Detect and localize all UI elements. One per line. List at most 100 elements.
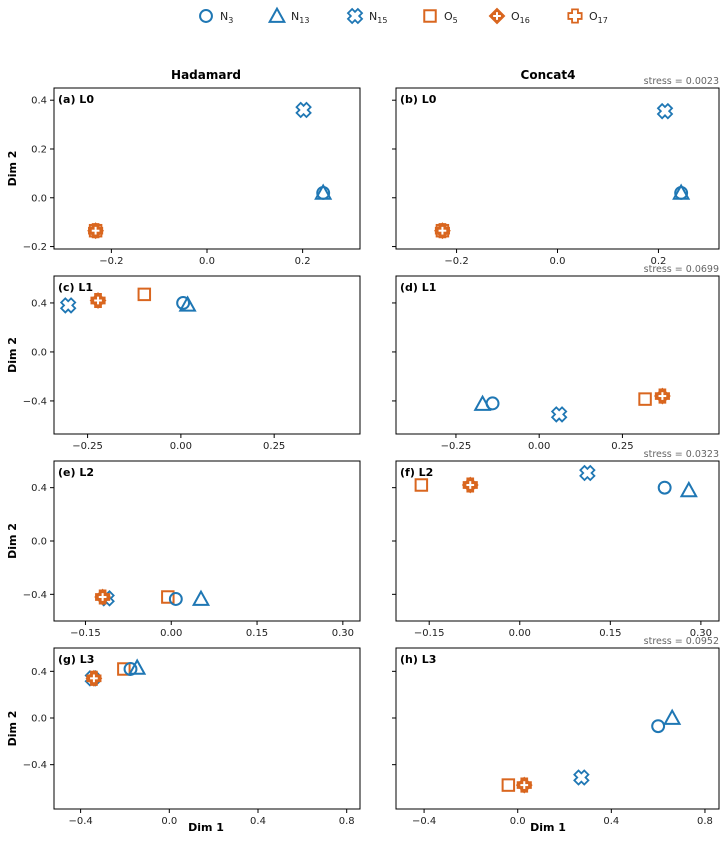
legend-item-n13: N13 xyxy=(267,6,309,25)
point-n13 xyxy=(178,295,197,312)
panel-e-l2: −0.15 0.00 0.15 0.30 −0.4 0.0 0.4 (e) L2 Dim 2 xyxy=(6,460,361,639)
y-tick-label: 0.0 xyxy=(31,347,47,358)
point-o5 xyxy=(137,287,152,302)
x-tick-label: 0.0 xyxy=(550,256,566,267)
point-o17 xyxy=(516,777,532,793)
point-o16 xyxy=(515,776,533,794)
y-tick-label: 0.0 xyxy=(31,537,47,548)
point-n15 xyxy=(295,101,312,119)
point-n15 xyxy=(573,769,590,786)
panel-label: (b) L0 xyxy=(400,93,437,106)
point-o16 xyxy=(89,292,107,309)
point-o5 xyxy=(414,478,429,492)
x-tick-label: 0.00 xyxy=(509,628,531,639)
legend-marker-diamond-icon xyxy=(488,7,506,25)
x-tick-label: −0.25 xyxy=(72,441,103,452)
x-tick-label: 0.25 xyxy=(611,441,633,452)
x-axis-title-left: Dim 1 xyxy=(188,821,224,834)
point-n13 xyxy=(191,589,211,606)
x-tick-label: 0.0 xyxy=(199,256,215,267)
point-n3 xyxy=(168,592,183,606)
x-tick-label: −0.2 xyxy=(99,256,123,267)
legend-label-o17: O17 xyxy=(589,10,608,25)
point-o17 xyxy=(95,589,111,605)
x-tick-label: 0.2 xyxy=(295,256,311,267)
panel-c-l1: −0.25 0.00 0.25 −0.4 0.0 0.4 (c) L1 Dim 2 xyxy=(6,275,361,452)
stress-label: stress = 0.0323 xyxy=(644,449,719,460)
point-o5 xyxy=(161,590,175,604)
x-tick-label: 0.0 xyxy=(510,816,526,827)
y-axis-title: Dim 2 xyxy=(6,523,19,559)
x-tick-label: 0.4 xyxy=(603,816,619,827)
stress-label: stress = 0.0699 xyxy=(644,264,719,275)
legend-label-o5: O5 xyxy=(444,10,458,25)
y-tick-label: 0.0 xyxy=(31,193,47,204)
x-tick-label: −0.25 xyxy=(441,441,472,452)
y-tick-label: 0.4 xyxy=(31,298,47,309)
x-tick-label: −0.4 xyxy=(68,816,92,827)
point-n15 xyxy=(579,464,596,482)
legend-marker-x-icon xyxy=(346,7,364,25)
y-axis-title: Dim 2 xyxy=(6,151,19,187)
point-n13 xyxy=(679,480,698,498)
point-o17 xyxy=(654,388,670,404)
legend-item-o16: O16 xyxy=(488,7,530,25)
legend-label-n15: N15 xyxy=(369,10,387,25)
point-n3 xyxy=(176,295,191,310)
x-tick-label: 0.30 xyxy=(690,628,712,639)
point-n3 xyxy=(674,185,689,200)
y-tick-label: −0.4 xyxy=(23,760,47,771)
y-tick-label: −0.4 xyxy=(23,396,47,407)
legend-marker-plus-icon xyxy=(567,8,583,24)
point-o5 xyxy=(501,778,516,792)
panel-label: (g) L3 xyxy=(58,653,94,666)
point-n15 xyxy=(656,102,674,120)
y-tick-label: 0.4 xyxy=(31,483,47,494)
stress-label: stress = 0.0023 xyxy=(644,76,719,87)
point-o17 xyxy=(90,292,106,309)
legend-item-o17: O17 xyxy=(567,8,608,25)
legend-item-n15: N15 xyxy=(346,7,387,25)
legend-marker-triangle-icon xyxy=(267,6,287,23)
x-tick-label: 0.8 xyxy=(339,816,355,827)
point-o17 xyxy=(434,223,450,239)
plot-frame xyxy=(395,647,720,810)
legend-marker-square-icon xyxy=(423,9,437,23)
point-n3 xyxy=(316,185,331,200)
y-axis-title: Dim 2 xyxy=(6,337,19,373)
x-tick-label: 0.15 xyxy=(599,628,621,639)
x-tick-label: −0.15 xyxy=(70,628,101,639)
x-tick-label: 0.2 xyxy=(650,256,666,267)
panel-label: (c) L1 xyxy=(58,281,93,294)
y-tick-label: 0.2 xyxy=(31,144,47,155)
legend-item-n3: N3 xyxy=(199,9,233,25)
x-tick-label: 0.00 xyxy=(528,441,550,452)
y-tick-label: −0.4 xyxy=(23,590,47,601)
x-tick-label: −0.4 xyxy=(412,816,436,827)
panel-f-l2: −0.15 0.00 0.15 0.30 (f) L2 stress = 0.0323 xyxy=(392,449,720,639)
point-n13 xyxy=(663,708,682,725)
legend-marker-circle-icon xyxy=(199,9,213,23)
panel-label: (a) L0 xyxy=(58,93,94,106)
y-tick-label: 0.0 xyxy=(31,714,47,725)
panel-g-l3: −0.4 0.0 0.4 0.8 −0.4 0.0 0.4 (g) L3 Dim 2 xyxy=(6,647,361,827)
y-tick-label: 0.4 xyxy=(31,96,47,107)
y-tick-label: 0.4 xyxy=(31,667,47,678)
x-tick-label: −0.2 xyxy=(444,256,468,267)
legend-label-o16: O16 xyxy=(511,10,530,25)
panel-label: (e) L2 xyxy=(58,466,94,479)
point-o5 xyxy=(638,392,652,406)
point-n3 xyxy=(485,396,500,411)
point-o17 xyxy=(462,477,478,493)
point-n15 xyxy=(59,297,77,314)
panel-b-l0: −0.2 0.0 0.2 (b) L0 stress = 0.0023 xyxy=(392,76,720,267)
x-tick-label: 0.00 xyxy=(160,628,182,639)
column-title-concat4: Concat4 xyxy=(521,68,576,82)
panel-a-l0: −0.2 0.0 0.2 −0.2 0.0 0.2 0.4 (a) L0 Dim 2 xyxy=(6,87,361,267)
panel-d-l1: −0.25 0.00 0.25 (d) L1 stress = 0.0699 xyxy=(392,264,720,452)
x-tick-label: 0.8 xyxy=(697,816,713,827)
y-tick-label: −0.2 xyxy=(23,242,47,253)
panel-label: (d) L1 xyxy=(400,281,436,294)
x-axis-title-right: Dim 1 xyxy=(530,821,566,834)
legend-label-n3: N3 xyxy=(220,10,233,25)
